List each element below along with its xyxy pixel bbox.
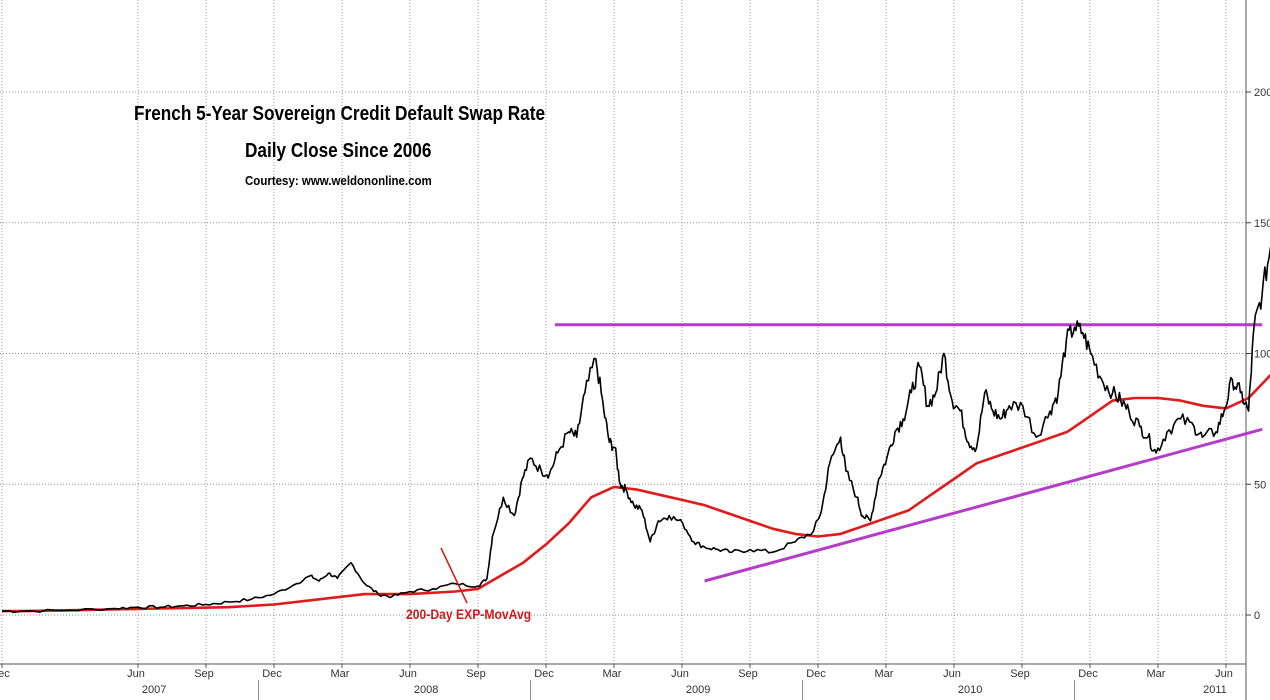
trend-line-support [704,427,1263,583]
y-tick-label: 100 [1254,349,1270,361]
y-tick-label: 0 [1254,610,1260,622]
x-month-label: Mar [1147,668,1166,680]
x-month-label: Jun [943,668,961,680]
x-month-label: Dec [806,668,826,680]
x-year-label: 2009 [686,684,710,696]
x-month-label: Dec [262,668,282,680]
annotation-arrow [440,547,468,604]
x-month-label: Sep [738,668,758,680]
x-year-label: 2010 [958,684,982,696]
x-year-label: 2011 [1203,684,1227,696]
x-year-label: 2008 [414,684,438,696]
x-month-label: Sep [194,668,214,680]
x-month-label: Dec [0,668,10,680]
x-month-label: Jun [671,668,689,680]
x-year-label: 2007 [142,684,166,696]
x-month-label: Jun [399,668,417,680]
x-month-label: Dec [1078,668,1098,680]
x-month-label: Sep [466,668,486,680]
x-month-label: Dec [534,668,554,680]
x-month-label: Mar [875,668,894,680]
x-month-label: Jun [127,668,145,680]
x-month-label: Sep [1010,668,1030,680]
x-month-label: Mar [331,668,350,680]
series-moving-average-line [2,373,1270,613]
y-tick-label: 200 [1254,87,1270,99]
y-tick-label: 150 [1254,218,1270,230]
x-month-label: Mar [603,668,622,680]
x-month-label: Jun [1215,668,1233,680]
series-cds-rate-line [2,246,1270,614]
y-tick-label: 50 [1254,479,1266,491]
